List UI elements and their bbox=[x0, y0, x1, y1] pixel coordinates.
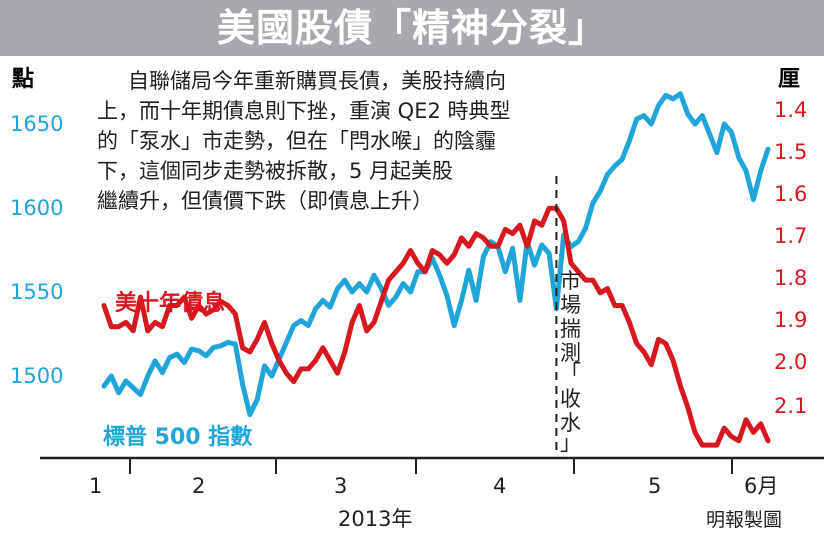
left-tick-label: 1550 bbox=[10, 280, 63, 304]
event-marker-label: 市 場 揣 測 「 收 水 」 bbox=[560, 269, 581, 455]
left-axis-unit: 點 bbox=[12, 67, 34, 92]
right-tick-label: 1.6 bbox=[774, 182, 807, 206]
right-axis-unit: 厘 bbox=[778, 67, 800, 92]
event-label-char: 場 bbox=[560, 293, 581, 317]
right-tick-label: 2.0 bbox=[774, 350, 807, 374]
series-layer bbox=[101, 91, 771, 448]
annotation-line: 繼續升，但債價下跌（即債息上升） bbox=[97, 189, 433, 213]
left-tick-label: 1500 bbox=[10, 364, 63, 388]
dual-axis-line-chart: 點 厘 1650 1600 1550 1500 1.4 1.5 1.6 1.7 … bbox=[10, 67, 824, 531]
event-label-char: 揣 bbox=[560, 317, 581, 341]
title-banner: 美國股債「精神分裂」 bbox=[0, 0, 824, 56]
annotation-text: 自聯儲局今年重新購買長債，美股持續向 上，而十年期債息則下挫，重演 QE2 時典… bbox=[97, 69, 511, 213]
right-tick-label: 1.5 bbox=[774, 140, 807, 164]
x-axis-ticks: 1 2 3 4 5 6月 bbox=[89, 474, 778, 498]
x-axis-label: 2013年 bbox=[338, 507, 412, 531]
credit-text: 明報製圖 bbox=[706, 509, 782, 531]
event-label-char: 」 bbox=[560, 431, 581, 455]
left-tick-label: 1650 bbox=[10, 112, 63, 136]
event-label-char: 水 bbox=[560, 411, 581, 435]
bond-yield-series-label: 美十年債息 bbox=[115, 290, 225, 316]
chart-title: 美國股債「精神分裂」 bbox=[216, 6, 607, 50]
sp500-series-line bbox=[101, 91, 771, 418]
event-label-char: 「 bbox=[560, 361, 581, 385]
x-tick-label: 2 bbox=[192, 474, 205, 498]
x-tick-label: 4 bbox=[493, 474, 506, 498]
sp500-series-label: 標普 500 指數 bbox=[103, 424, 252, 450]
bond-yield-series-line bbox=[101, 205, 771, 448]
right-tick-label: 2.1 bbox=[774, 394, 807, 418]
right-tick-label: 1.9 bbox=[774, 308, 807, 332]
left-tick-label: 1600 bbox=[10, 196, 63, 220]
event-label-char: 收 bbox=[560, 387, 581, 411]
annotation-line: 的「泵水」市走勢，但在「閂水喉」的陰霾 bbox=[97, 129, 496, 153]
event-label-char: 市 bbox=[560, 269, 581, 293]
right-tick-label: 1.4 bbox=[774, 98, 807, 122]
x-tick-label: 3 bbox=[334, 474, 347, 498]
annotation-line: 下，這個同步走勢被拆散，5 月起美股 bbox=[97, 159, 453, 183]
right-axis-ticks: 1.4 1.5 1.6 1.7 1.8 1.9 2.0 2.1 bbox=[774, 98, 807, 418]
event-label-char: 測 bbox=[560, 341, 581, 365]
left-axis-ticks: 1650 1600 1550 1500 bbox=[10, 112, 63, 388]
annotation-line: 上，而十年期債息則下挫，重演 QE2 時典型 bbox=[97, 99, 511, 123]
right-tick-label: 1.7 bbox=[774, 224, 807, 248]
x-tick-label: 6月 bbox=[744, 474, 778, 498]
x-tick-label: 1 bbox=[89, 474, 102, 498]
right-tick-label: 1.8 bbox=[774, 266, 807, 290]
annotation-line: 自聯儲局今年重新購買長債，美股持續向 bbox=[128, 69, 506, 93]
x-axis-month-separators bbox=[129, 458, 733, 474]
x-tick-label: 5 bbox=[648, 474, 661, 498]
